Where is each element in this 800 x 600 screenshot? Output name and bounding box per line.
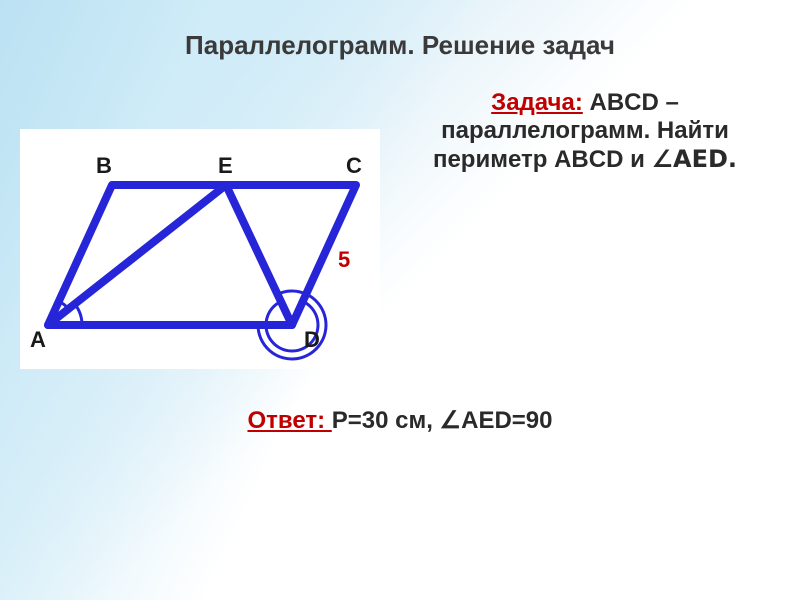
answer-label: Ответ: (247, 407, 331, 434)
svg-text:C: C (346, 153, 362, 178)
task-angle: ∠AED. (652, 145, 738, 173)
answer-text: P=30 см, ∠AED=90 (332, 407, 553, 434)
page-title: Параллелограмм. Решение задач (20, 30, 780, 61)
task-label: Задача: (491, 89, 583, 116)
answer-line: Ответ: P=30 см, ∠AED=90 (20, 406, 780, 435)
svg-text:B: B (96, 153, 112, 178)
svg-text:5: 5 (338, 247, 350, 272)
svg-text:E: E (218, 153, 233, 178)
problem-statement: Задача: ABCD – параллелограмм. Найти пер… (390, 89, 780, 174)
svg-text:D: D (304, 327, 320, 352)
svg-text:A: A (30, 327, 46, 352)
geometry-figure: A B C D E 5 (20, 129, 380, 374)
